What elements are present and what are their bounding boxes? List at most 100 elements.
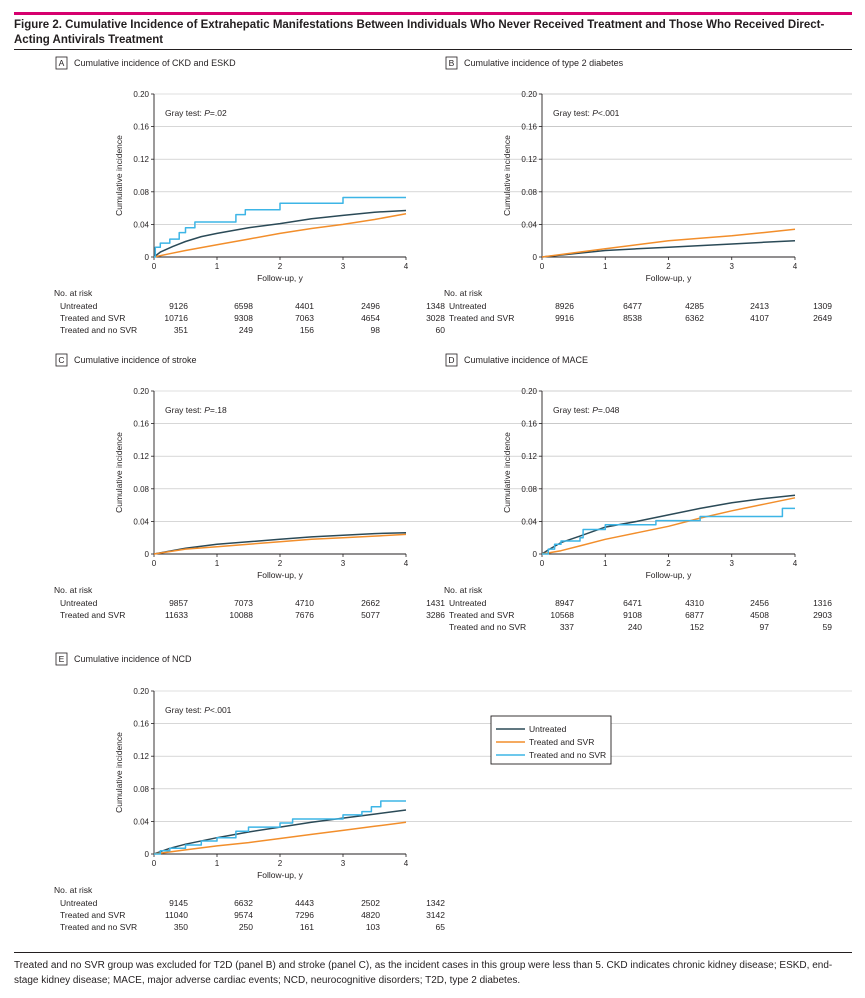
risk-count: 161 bbox=[300, 922, 314, 932]
risk-row-label: Treated and SVR bbox=[60, 313, 125, 323]
x-tick-label: 0 bbox=[152, 859, 157, 868]
risk-row-label: Untreated bbox=[60, 301, 98, 311]
risk-count: 337 bbox=[560, 622, 574, 632]
x-axis-label: Follow-up, y bbox=[257, 273, 304, 283]
y-axis-label: Cumulative incidence bbox=[502, 135, 512, 216]
y-tick-label: 0.20 bbox=[521, 90, 537, 99]
panel-d: D Cumulative incidence of MACE 0 0.04 0.08 0.… bbox=[444, 353, 852, 632]
panel-letter-box bbox=[445, 353, 458, 367]
risk-count: 4310 bbox=[685, 598, 704, 608]
risk-count: 60 bbox=[436, 325, 446, 335]
x-tick-label: 1 bbox=[603, 262, 608, 271]
x-tick-label: 4 bbox=[793, 559, 798, 568]
x-tick-label: 2 bbox=[278, 262, 283, 271]
series-line-treated-and-no-svr bbox=[542, 507, 795, 555]
risk-count: 2649 bbox=[813, 313, 832, 323]
risk-count: 4710 bbox=[295, 598, 314, 608]
risk-count: 6477 bbox=[623, 301, 642, 311]
risk-count: 2662 bbox=[361, 598, 380, 608]
x-tick-label: 0 bbox=[540, 262, 545, 271]
legend-label: Treated and no SVR bbox=[529, 750, 606, 760]
risk-count: 59 bbox=[823, 622, 833, 632]
x-tick-label: 0 bbox=[540, 559, 545, 568]
risk-row-label: Treated and SVR bbox=[60, 910, 125, 920]
y-tick-label: 0.08 bbox=[521, 188, 537, 197]
risk-count: 3286 bbox=[426, 610, 445, 620]
risk-row-label: Untreated bbox=[449, 598, 487, 608]
panel-letter: C bbox=[58, 355, 64, 365]
risk-count: 11040 bbox=[165, 910, 188, 920]
x-tick-label: 1 bbox=[603, 559, 608, 568]
panel-letter: B bbox=[449, 58, 455, 68]
series-line-untreated bbox=[153, 532, 407, 555]
risk-count: 3142 bbox=[426, 910, 445, 920]
series-line-treated-and-svr bbox=[541, 228, 796, 258]
risk-count: 6632 bbox=[234, 898, 253, 908]
risk-row-label: Treated and no SVR bbox=[60, 922, 137, 932]
series-line-untreated bbox=[541, 494, 796, 555]
series-line-treated-and-svr bbox=[153, 213, 407, 258]
series-line-treated-and-svr bbox=[541, 497, 796, 555]
risk-table-label: No. at risk bbox=[54, 885, 93, 895]
risk-row-label: Treated and no SVR bbox=[60, 325, 137, 335]
risk-count: 8926 bbox=[555, 301, 574, 311]
series-line-treated-and-svr bbox=[153, 821, 407, 855]
risk-count: 350 bbox=[174, 922, 188, 932]
y-tick-label: 0.12 bbox=[133, 752, 149, 761]
y-tick-label: 0.08 bbox=[133, 785, 149, 794]
legend: Untreated Treated and SVR Treated and no S… bbox=[490, 715, 612, 765]
risk-count: 7063 bbox=[295, 313, 314, 323]
y-tick-label: 0.12 bbox=[521, 452, 537, 461]
risk-count: 1431 bbox=[426, 598, 445, 608]
series-line-untreated bbox=[153, 209, 407, 258]
legend-label: Untreated bbox=[529, 724, 567, 734]
x-tick-label: 2 bbox=[666, 559, 671, 568]
risk-count: 11633 bbox=[165, 610, 188, 620]
risk-count: 6598 bbox=[234, 301, 253, 311]
y-tick-label: 0.12 bbox=[521, 155, 537, 164]
series-line-untreated bbox=[153, 809, 407, 855]
risk-row-label: Untreated bbox=[449, 301, 487, 311]
x-tick-label: 3 bbox=[341, 859, 346, 868]
y-tick-label: 0.04 bbox=[133, 817, 149, 826]
panel-title: Cumulative incidence of type 2 diabetes bbox=[464, 58, 624, 68]
risk-count: 97 bbox=[760, 622, 770, 632]
risk-count: 9126 bbox=[169, 301, 188, 311]
series-line-treated-and-no-svr bbox=[154, 800, 406, 855]
risk-count: 9108 bbox=[623, 610, 642, 620]
risk-count: 249 bbox=[239, 325, 253, 335]
x-tick-label: 4 bbox=[404, 559, 409, 568]
risk-count: 10716 bbox=[164, 313, 188, 323]
risk-count: 4285 bbox=[685, 301, 704, 311]
title-rule bbox=[14, 49, 852, 50]
risk-row-label: Treated and SVR bbox=[449, 313, 514, 323]
risk-count: 7073 bbox=[234, 598, 253, 608]
panel-title: Cumulative incidence of NCD bbox=[74, 654, 192, 664]
risk-count: 2502 bbox=[361, 898, 380, 908]
y-tick-label: 0 bbox=[145, 550, 150, 559]
y-tick-label: 0.20 bbox=[133, 90, 149, 99]
gray-test-annotation: Gray test: P=.18 bbox=[165, 405, 227, 415]
x-tick-label: 3 bbox=[730, 262, 735, 271]
footnote-rule bbox=[14, 952, 852, 953]
y-tick-label: 0.08 bbox=[521, 485, 537, 494]
x-axis-label: Follow-up, y bbox=[257, 570, 304, 580]
risk-count: 9857 bbox=[169, 598, 188, 608]
risk-count: 4443 bbox=[295, 898, 314, 908]
figure-title: Figure 2. Cumulative Incidence of Extrah… bbox=[14, 19, 825, 46]
panel-letter: D bbox=[448, 355, 454, 365]
risk-table-label: No. at risk bbox=[54, 288, 93, 298]
panel-e: E Cumulative incidence of NCD 0 0.04 0.08 0.1… bbox=[54, 652, 852, 932]
x-tick-label: 1 bbox=[215, 559, 220, 568]
y-tick-label: 0.16 bbox=[521, 420, 537, 429]
y-tick-label: 0.04 bbox=[133, 517, 149, 526]
y-axis-label: Cumulative incidence bbox=[502, 432, 512, 513]
risk-count: 2456 bbox=[750, 598, 769, 608]
panel-letter-box bbox=[55, 56, 68, 70]
risk-count: 7296 bbox=[295, 910, 314, 920]
risk-count: 6877 bbox=[685, 610, 704, 620]
risk-count: 4820 bbox=[361, 910, 380, 920]
risk-count: 103 bbox=[366, 922, 380, 932]
y-tick-label: 0.20 bbox=[133, 687, 149, 696]
